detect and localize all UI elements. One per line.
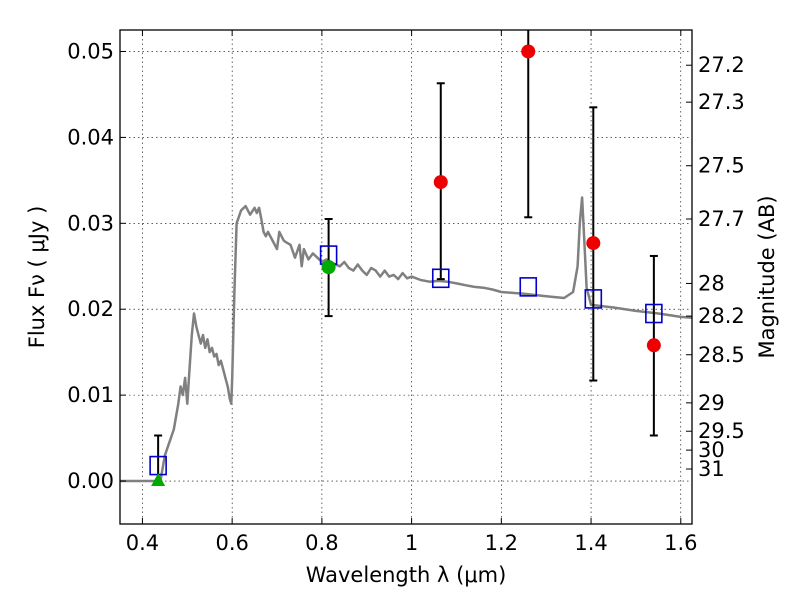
filter-model-square xyxy=(431,268,450,289)
y-tick-label: 0.02 xyxy=(67,297,114,321)
filter-model-square xyxy=(645,303,663,324)
y-tick-label: 0.04 xyxy=(67,125,114,149)
x-tick-label: 1.2 xyxy=(485,531,518,555)
right-tick-label: 27.5 xyxy=(698,154,745,178)
x-tick-label: 0.4 xyxy=(126,531,159,555)
right-tick-label: 31 xyxy=(698,457,725,481)
grid xyxy=(120,30,692,524)
upper-limit-marker xyxy=(151,473,166,487)
x-axis-label: Wavelength λ (μm) xyxy=(306,563,507,587)
right-tick-label: 28.2 xyxy=(698,304,745,328)
right-tick-label: 29.5 xyxy=(698,419,745,443)
x-tick-label: 1.4 xyxy=(574,531,607,555)
y-tick-label: 0.00 xyxy=(67,469,114,493)
right-tick-label: 29 xyxy=(698,391,725,415)
y-axis-label: Flux Fν ( μJy ) xyxy=(25,206,49,349)
error-bars xyxy=(154,30,658,483)
right-tick-label: 30 xyxy=(698,438,725,462)
x-tick-label: 0.8 xyxy=(305,531,338,555)
y-tick-label: 0.01 xyxy=(67,383,114,407)
y-tick-label: 0.05 xyxy=(67,39,114,63)
observed-point xyxy=(521,44,536,59)
right-tick-label: 28.5 xyxy=(698,343,745,367)
filter-model-square xyxy=(584,289,603,309)
filter-model-square xyxy=(519,277,538,297)
y-tick-label: 0.03 xyxy=(67,211,114,235)
axis-ticks: 0.4 0.6 0.8 1 1.2 1.4 1.6 0.00 0.01 0.02 0.03 0.04 0… xyxy=(67,30,745,555)
right-tick-label: 27.2 xyxy=(698,53,745,77)
detection-point xyxy=(321,260,336,275)
observed-point xyxy=(433,175,448,190)
observed-point xyxy=(586,236,601,251)
model-sed-line xyxy=(120,196,693,483)
x-tick-label: 1 xyxy=(405,531,418,555)
right-tick-label: 27.7 xyxy=(698,207,745,231)
x-tick-label: 1.6 xyxy=(664,531,697,555)
plot-frame xyxy=(119,29,693,525)
data-points xyxy=(149,44,663,487)
right-tick-label: 28 xyxy=(698,271,725,295)
right-tick-label: 27.3 xyxy=(698,90,745,114)
y-axis-right-label: Magnitude (AB) xyxy=(755,195,779,358)
observed-point xyxy=(646,338,661,353)
x-tick-label: 0.6 xyxy=(215,531,248,555)
model-sed-curve xyxy=(120,196,693,483)
